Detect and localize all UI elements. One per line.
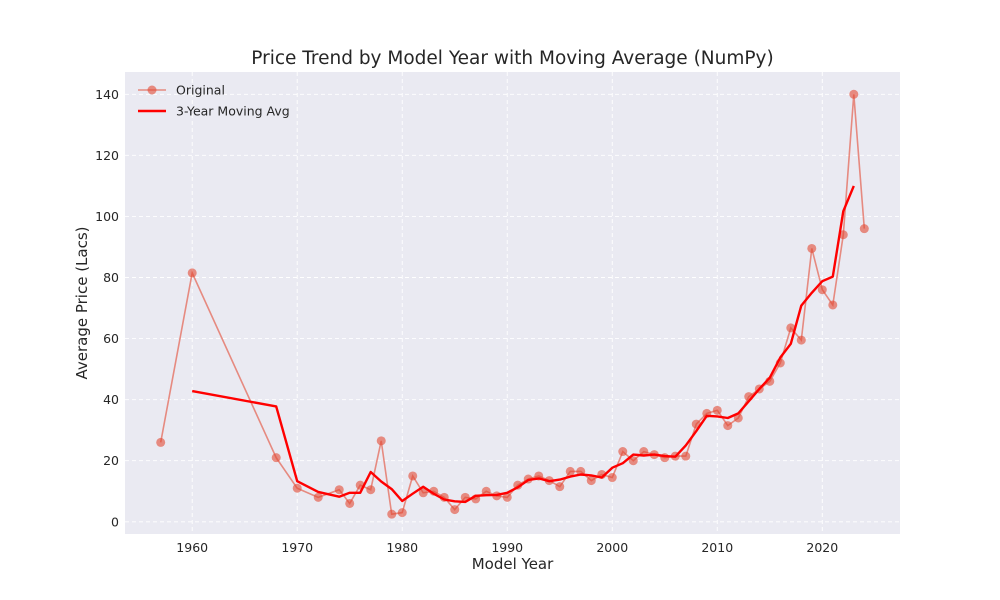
point-original: [334, 485, 344, 495]
point-original: [828, 300, 838, 310]
y-tick-label: 60: [103, 331, 119, 346]
point-original: [628, 456, 638, 466]
gridlines: [125, 72, 900, 534]
legend-swatch-original-marker: [147, 85, 157, 95]
point-original: [408, 471, 418, 481]
point-original: [292, 483, 302, 493]
point-original: [418, 488, 428, 498]
x-tick-labels: 1960 1970 1980 1990 2000 2010 2020: [176, 540, 838, 555]
x-tick-label: 2020: [806, 540, 838, 555]
point-original: [502, 492, 512, 502]
x-tick-label: 1980: [386, 540, 418, 555]
chart-title: Price Trend by Model Year with Moving Av…: [251, 48, 773, 69]
point-original: [156, 437, 166, 447]
legend-label-original: Original: [176, 83, 225, 98]
point-original: [849, 89, 859, 99]
legend-label-moving-avg: 3-Year Moving Avg: [176, 104, 290, 119]
point-original: [733, 413, 743, 423]
x-tick-label: 1960: [176, 540, 208, 555]
point-original: [786, 323, 796, 333]
point-original: [271, 453, 281, 463]
point-original: [450, 505, 460, 515]
y-axis-label: Average Price (Lacs): [73, 226, 91, 379]
y-tick-label: 100: [95, 209, 119, 224]
point-original: [387, 509, 397, 519]
point-original: [586, 476, 596, 486]
series-layer: [156, 89, 869, 519]
series-moving-avg-line: [191, 185, 855, 504]
x-tick-label: 2000: [596, 540, 628, 555]
point-original: [723, 421, 733, 431]
point-original: [807, 243, 817, 253]
point-original: [796, 335, 806, 345]
x-tick-label: 1970: [281, 540, 313, 555]
y-tick-label: 20: [103, 453, 119, 468]
point-original: [681, 451, 691, 461]
y-tick-label: 0: [111, 514, 119, 529]
y-tick-label: 40: [103, 392, 119, 407]
point-original: [313, 492, 323, 502]
point-original: [565, 466, 575, 476]
point-original: [187, 268, 197, 278]
point-original: [555, 482, 565, 492]
point-original: [618, 447, 628, 457]
point-original: [397, 508, 407, 518]
point-original: [366, 485, 376, 495]
x-tick-label: 1990: [491, 540, 523, 555]
y-tick-label: 80: [103, 270, 119, 285]
point-original: [345, 498, 355, 508]
legend: Original 3-Year Moving Avg: [138, 83, 290, 119]
x-axis-label: Model Year: [472, 555, 554, 573]
point-original: [817, 285, 827, 295]
y-tick-label: 140: [95, 87, 119, 102]
plot-area: [125, 72, 900, 534]
x-tick-label: 2010: [701, 540, 733, 555]
point-original: [859, 224, 869, 234]
y-tick-label: 120: [95, 148, 119, 163]
point-original: [481, 486, 491, 496]
y-tick-labels: 0 20 40 60 80 100 120 140: [95, 87, 119, 529]
point-original: [607, 473, 617, 483]
point-original: [639, 447, 649, 457]
point-original: [712, 405, 722, 415]
point-original: [376, 436, 386, 446]
